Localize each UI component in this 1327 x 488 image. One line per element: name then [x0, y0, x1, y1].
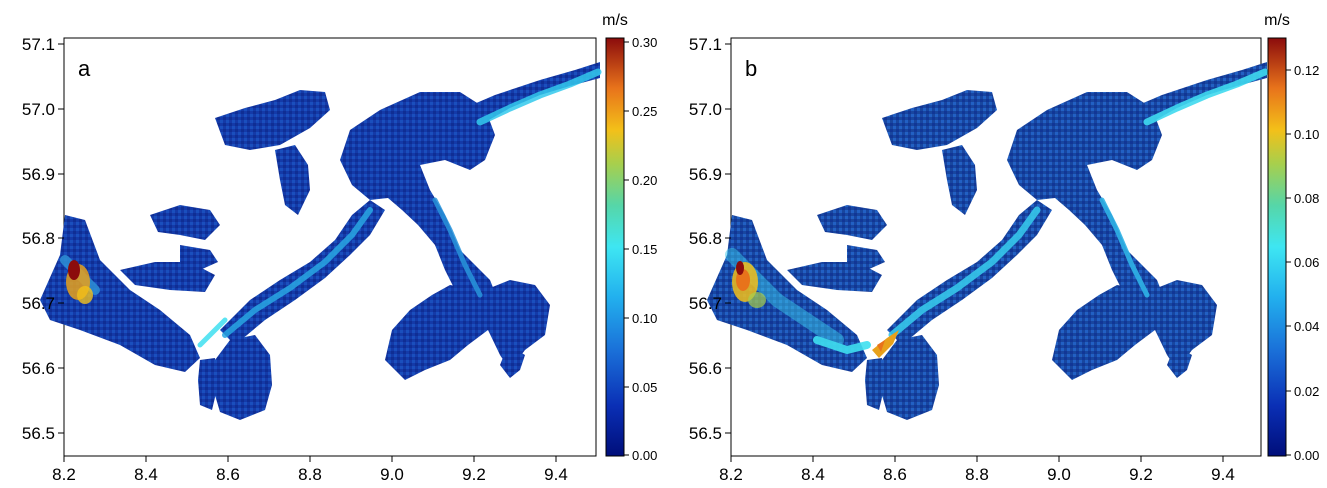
panel-a-xtick: 9.4 [544, 465, 568, 484]
panel-a-xtick: 9.2 [462, 465, 486, 484]
panel-a-ytick: 56.7 [22, 294, 55, 313]
panel-b-map [707, 62, 1269, 420]
panel-a-cbtick: 0.30 [632, 35, 657, 50]
panel-b-cbtick: 0.08 [1294, 191, 1319, 206]
panel-b-cbtick: 0.10 [1294, 127, 1319, 142]
panel-a-xtick: 8.6 [216, 465, 240, 484]
panel-a-cbtick: 0.15 [632, 242, 657, 257]
panel-a-label: a [78, 56, 91, 81]
panel-a-cbtick: 0.10 [632, 311, 657, 326]
panel-b-x-axis: 8.2 8.4 8.6 8.8 9.0 9.2 9.4 [719, 456, 1235, 484]
panel-b-xtick: 9.0 [1047, 465, 1071, 484]
panel-a-colorbar: m/s 0.30 0.25 0.20 0.15 0.10 0.05 0.00 [602, 12, 657, 463]
panel-b-y-axis: 57.1 57.0 56.9 56.8 56.7 56.6 56.5 [689, 35, 731, 443]
panel-b-ytick: 57.0 [689, 100, 722, 119]
panel-b-cbtick: 0.00 [1294, 448, 1319, 463]
panel-b-cbtick: 0.12 [1294, 63, 1319, 78]
panel-b-ytick: 56.9 [689, 165, 722, 184]
panel-b-xtick: 9.2 [1129, 465, 1153, 484]
panel-b-label: b [745, 56, 757, 81]
panel-a-ytick: 57.1 [22, 35, 55, 54]
panel-b-xtick: 9.4 [1211, 465, 1235, 484]
panel-a-cbtick: 0.20 [632, 173, 657, 188]
panel-a-xtick: 8.2 [52, 465, 76, 484]
panel-a-y-axis: 57.1 57.0 56.9 56.8 56.7 56.6 56.5 [22, 35, 64, 443]
panel-a-xtick: 8.4 [134, 465, 158, 484]
panel-a-xtick: 9.0 [380, 465, 404, 484]
panel-a-ytick: 56.6 [22, 359, 55, 378]
panel-a-colorbar-unit: m/s [602, 12, 628, 29]
panel-b-ytick: 56.6 [689, 359, 722, 378]
panel-a-cbtick: 0.00 [632, 448, 657, 463]
panel-b-ytick: 56.5 [689, 424, 722, 443]
panel-a-cbtick: 0.25 [632, 104, 657, 119]
panel-a-colorbar-gradient [605, 37, 625, 457]
panel-a-map [40, 62, 602, 420]
panel-b-xtick: 8.2 [719, 465, 743, 484]
panel-a-ytick: 56.9 [22, 165, 55, 184]
panel-a-x-axis: 8.2 8.4 8.6 8.8 9.0 9.2 9.4 [52, 456, 568, 484]
panel-a-ytick: 56.8 [22, 229, 55, 248]
panel-a-xtick: 8.8 [298, 465, 322, 484]
panel-b-cbtick: 0.06 [1294, 255, 1319, 270]
panel-b-ytick: 57.1 [689, 35, 722, 54]
panel-b: b 57.1 57.0 56.9 56.8 56.7 56.6 56.5 [689, 12, 1319, 484]
panel-b-xtick: 8.6 [883, 465, 907, 484]
panel-b-xtick: 8.8 [965, 465, 989, 484]
panel-b-cbtick: 0.02 [1294, 384, 1319, 399]
panel-b-cbtick: 0.04 [1294, 319, 1319, 334]
panel-a: a 57.1 57.0 56.9 56.8 56.7 56.6 56.5 [22, 12, 657, 484]
panel-b-ytick: 56.7 [689, 294, 722, 313]
panel-b-xtick: 8.4 [801, 465, 825, 484]
panel-b-colorbar-gradient [1267, 37, 1287, 457]
panel-b-colorbar: m/s 0.12 0.10 0.08 0.06 0.04 0.02 0.00 [1264, 12, 1319, 463]
panel-a-ytick: 57.0 [22, 100, 55, 119]
panel-b-colorbar-unit: m/s [1264, 12, 1290, 29]
panel-a-ytick: 56.5 [22, 424, 55, 443]
panel-a-cbtick: 0.05 [632, 380, 657, 395]
panel-b-ytick: 56.8 [689, 229, 722, 248]
